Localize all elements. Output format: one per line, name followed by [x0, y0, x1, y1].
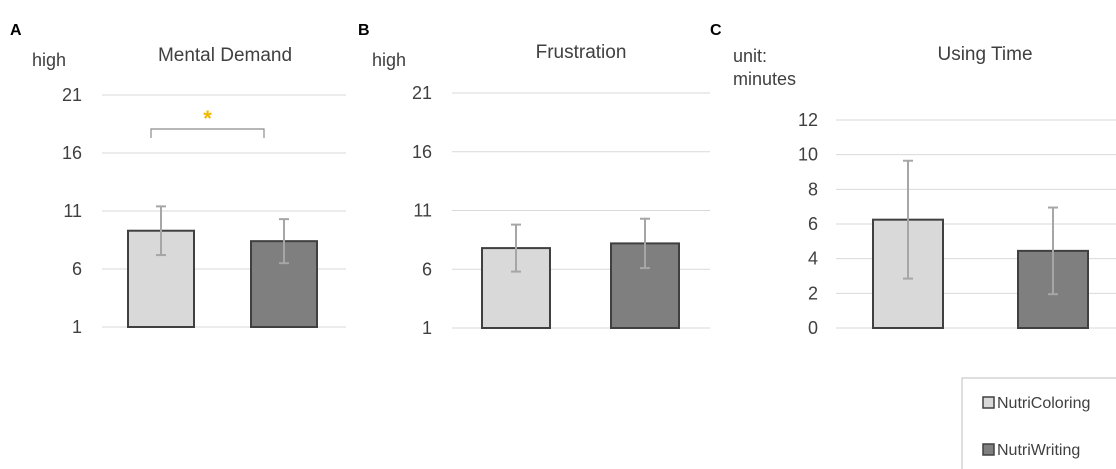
y-tick-label: 4	[808, 249, 818, 269]
y-tick-label: 8	[808, 179, 818, 199]
y-tick-label: 16	[62, 143, 82, 163]
y-tick-label: 2	[808, 283, 818, 303]
y-tick-label: 6	[808, 214, 818, 234]
panel-letter: C	[710, 22, 722, 39]
legend-swatch-nutriwriting	[982, 443, 995, 456]
y-tick-label: 11	[63, 201, 82, 221]
panel-letter: B	[358, 22, 370, 39]
y-tick-label: 1	[72, 317, 82, 337]
y-tick-label: 1	[422, 318, 432, 338]
significance-bracket	[150, 128, 265, 138]
y-axis-unit-label: high	[372, 50, 406, 70]
legend-swatch-nutricoloring	[982, 396, 995, 409]
chart-panel-c: C Using Time unit: minutes 0 2 4 6 8 10 12	[710, 22, 1116, 338]
legend-label-nutriwriting: NutriWriting	[997, 442, 1080, 459]
chart-title: Using Time	[937, 44, 1032, 65]
y-tick-label: 6	[422, 259, 432, 279]
legend: NutriColoring NutriWriting	[961, 377, 1116, 469]
legend-label-nutricoloring: NutriColoring	[997, 395, 1090, 412]
chart-title: Frustration	[536, 42, 627, 63]
y-tick-label: 10	[798, 145, 818, 165]
y-axis-unit-label: high	[32, 50, 66, 70]
y-tick-label: 12	[798, 110, 818, 130]
panel-letter: A	[10, 22, 22, 39]
y-tick-label: 16	[412, 142, 432, 162]
significance-star: *	[203, 106, 212, 131]
chart-title: Mental Demand	[158, 45, 292, 66]
y-axis-unit-label: minutes	[733, 69, 796, 89]
y-tick-label: 21	[62, 85, 82, 105]
y-tick-label: 21	[412, 83, 432, 103]
y-tick-label: 0	[808, 318, 818, 338]
bar-nutriwriting	[610, 242, 680, 329]
y-axis-unit-label: unit:	[733, 46, 767, 66]
y-tick-label: 6	[72, 259, 82, 279]
y-tick-label: 11	[413, 201, 432, 221]
